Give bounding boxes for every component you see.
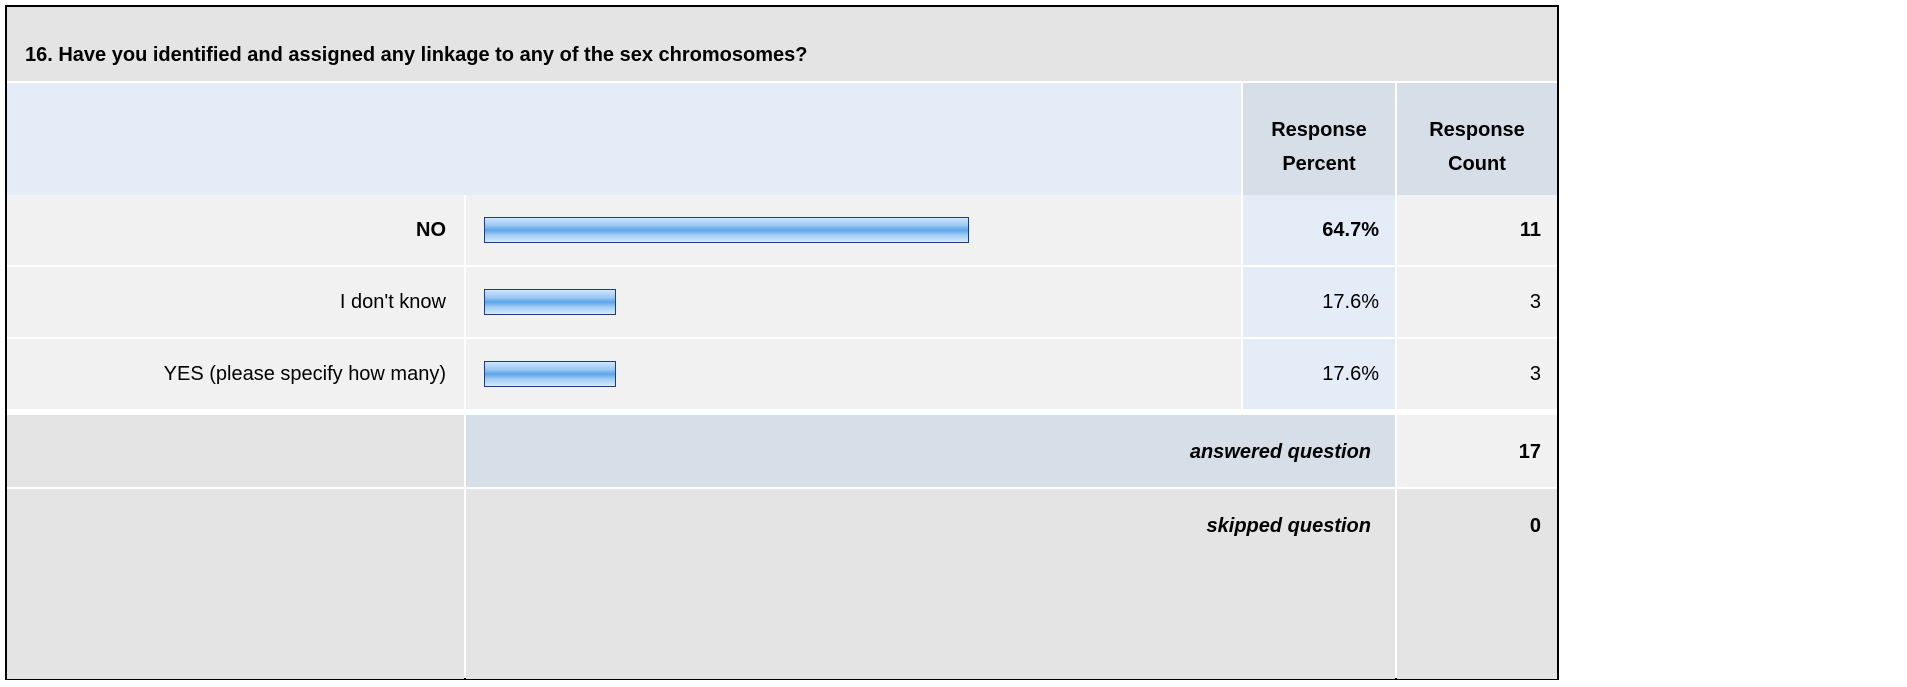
answer-count-cell: 11	[1397, 195, 1557, 265]
answer-percent-cell: 64.7%	[1243, 195, 1395, 265]
question-title-bar: 16. Have you identified and assigned any…	[7, 7, 1557, 83]
answer-row-dont-know: I don't know 17.6% 3	[7, 267, 1557, 337]
answer-bar	[484, 289, 616, 315]
header-count-line1: Response	[1429, 119, 1525, 141]
header-percent-line1: Response	[1271, 119, 1367, 141]
skipped-count-cell: 0	[1397, 489, 1557, 679]
answer-count: 3	[1529, 363, 1541, 385]
answer-count-cell: 3	[1397, 267, 1557, 337]
answer-label-cell: I don't know	[7, 267, 464, 337]
survey-results-table: 16. Have you identified and assigned any…	[5, 5, 1559, 680]
answered-label-cell: answered question	[466, 415, 1395, 487]
skipped-label: skipped question	[1206, 515, 1371, 537]
answer-label-cell: NO	[7, 195, 464, 265]
answer-bar-cell	[466, 195, 1241, 265]
header-blank	[7, 83, 1241, 195]
answer-percent-cell: 17.6%	[1243, 339, 1395, 409]
answered-label: answered question	[1189, 441, 1371, 463]
answer-label: YES (please specify how many)	[163, 363, 446, 385]
answer-row-yes: YES (please specify how many) 17.6% 3	[7, 339, 1557, 409]
answered-blank	[7, 415, 464, 487]
answer-count: 3	[1529, 291, 1541, 313]
header-response-percent: Response Percent	[1243, 83, 1395, 195]
answer-count: 11	[1519, 219, 1541, 241]
answer-count-cell: 3	[1397, 339, 1557, 409]
skipped-blank	[7, 489, 464, 679]
answer-percent: 17.6%	[1322, 291, 1379, 313]
answer-bar	[484, 217, 969, 243]
answer-percent: 64.7%	[1322, 219, 1379, 241]
answer-percent: 17.6%	[1322, 363, 1379, 385]
answer-label: I don't know	[339, 291, 446, 313]
answered-count-cell: 17	[1397, 415, 1557, 487]
answer-bar-cell	[466, 339, 1241, 409]
skipped-row: skipped question 0	[7, 489, 1557, 679]
skipped-label-cell: skipped question	[466, 489, 1395, 679]
answer-label: NO	[416, 219, 446, 241]
answer-percent-cell: 17.6%	[1243, 267, 1395, 337]
answered-row: answered question 17	[7, 415, 1557, 487]
answer-label-cell: YES (please specify how many)	[7, 339, 464, 409]
header-percent-line2: Percent	[1282, 153, 1356, 175]
answered-count: 17	[1518, 441, 1541, 463]
skipped-count: 0	[1529, 515, 1541, 537]
answer-bar	[484, 361, 616, 387]
answer-row-no: NO 64.7% 11	[7, 195, 1557, 265]
header-response-count: Response Count	[1397, 83, 1557, 195]
header-count-line2: Count	[1448, 153, 1506, 175]
question-title: 16. Have you identified and assigned any…	[25, 44, 808, 66]
answer-bar-cell	[466, 267, 1241, 337]
